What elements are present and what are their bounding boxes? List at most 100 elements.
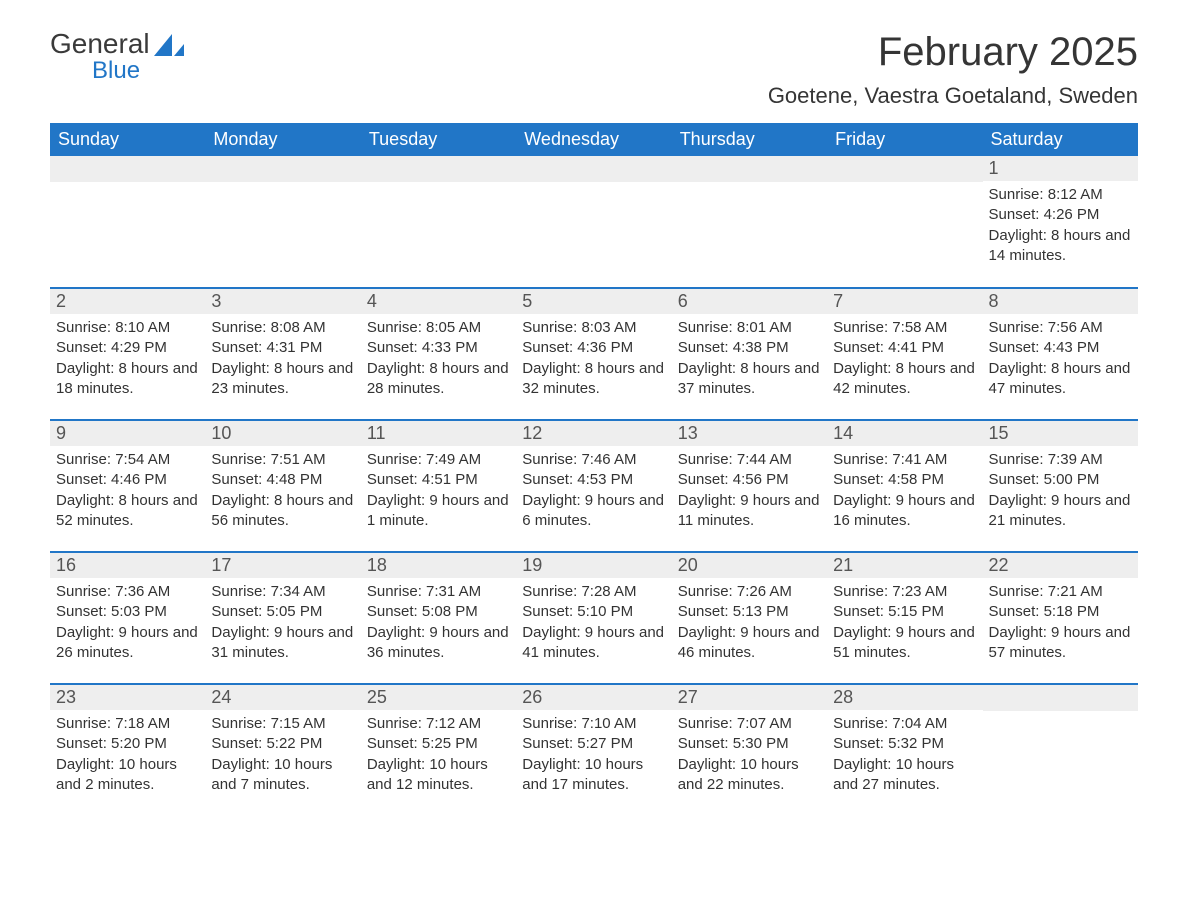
daylight-line: Daylight: 8 hours and 32 minutes. [522,359,665,400]
day-number: 8 [983,289,1138,314]
sunrise-line: Sunrise: 7:56 AM [989,318,1132,338]
sunrise-line: Sunrise: 8:08 AM [211,318,354,338]
day-body: Sunrise: 7:41 AMSunset: 4:58 PMDaylight:… [827,446,982,539]
calendar-cell: 19Sunrise: 7:28 AMSunset: 5:10 PMDayligh… [516,552,671,684]
calendar-week: 1Sunrise: 8:12 AMSunset: 4:26 PMDaylight… [50,156,1138,288]
sunrise-line: Sunrise: 8:12 AM [989,185,1132,205]
day-number: 21 [827,553,982,578]
daylight-line: Daylight: 9 hours and 26 minutes. [56,623,199,664]
sunrise-line: Sunrise: 7:31 AM [367,582,510,602]
sunset-line: Sunset: 4:43 PM [989,338,1132,358]
daylight-line: Daylight: 8 hours and 47 minutes. [989,359,1132,400]
day-header: Wednesday [516,123,671,156]
logo: General Blue [50,30,184,85]
daylight-line: Daylight: 8 hours and 28 minutes. [367,359,510,400]
sunset-line: Sunset: 4:38 PM [678,338,821,358]
calendar-cell: 13Sunrise: 7:44 AMSunset: 4:56 PMDayligh… [672,420,827,552]
daylight-line: Daylight: 9 hours and 41 minutes. [522,623,665,664]
sunrise-line: Sunrise: 7:46 AM [522,450,665,470]
daylight-line: Daylight: 9 hours and 57 minutes. [989,623,1132,664]
calendar-cell [827,156,982,288]
day-body: Sunrise: 7:28 AMSunset: 5:10 PMDaylight:… [516,578,671,671]
daylight-line: Daylight: 8 hours and 52 minutes. [56,491,199,532]
calendar-cell: 9Sunrise: 7:54 AMSunset: 4:46 PMDaylight… [50,420,205,552]
day-body: Sunrise: 7:23 AMSunset: 5:15 PMDaylight:… [827,578,982,671]
day-number: 13 [672,421,827,446]
day-body: Sunrise: 8:10 AMSunset: 4:29 PMDaylight:… [50,314,205,407]
sunrise-line: Sunrise: 7:18 AM [56,714,199,734]
calendar-cell: 3Sunrise: 8:08 AMSunset: 4:31 PMDaylight… [205,288,360,420]
sunset-line: Sunset: 4:29 PM [56,338,199,358]
sunrise-line: Sunrise: 7:51 AM [211,450,354,470]
calendar-cell [516,156,671,288]
calendar-cell: 10Sunrise: 7:51 AMSunset: 4:48 PMDayligh… [205,420,360,552]
calendar-table: SundayMondayTuesdayWednesdayThursdayFrid… [50,123,1138,816]
sunset-line: Sunset: 5:05 PM [211,602,354,622]
sunset-line: Sunset: 5:00 PM [989,470,1132,490]
day-header: Monday [205,123,360,156]
sunset-line: Sunset: 5:30 PM [678,734,821,754]
daylight-line: Daylight: 8 hours and 56 minutes. [211,491,354,532]
calendar-cell: 20Sunrise: 7:26 AMSunset: 5:13 PMDayligh… [672,552,827,684]
day-number: 14 [827,421,982,446]
sunset-line: Sunset: 4:56 PM [678,470,821,490]
sunrise-line: Sunrise: 7:39 AM [989,450,1132,470]
sunset-line: Sunset: 5:13 PM [678,602,821,622]
location: Goetene, Vaestra Goetaland, Sweden [768,83,1138,109]
sunrise-line: Sunrise: 7:07 AM [678,714,821,734]
daylight-line: Daylight: 8 hours and 18 minutes. [56,359,199,400]
calendar-cell: 18Sunrise: 7:31 AMSunset: 5:08 PMDayligh… [361,552,516,684]
day-body: Sunrise: 8:01 AMSunset: 4:38 PMDaylight:… [672,314,827,407]
daylight-line: Daylight: 8 hours and 14 minutes. [989,226,1132,267]
day-body: Sunrise: 7:39 AMSunset: 5:00 PMDaylight:… [983,446,1138,539]
daylight-line: Daylight: 10 hours and 17 minutes. [522,755,665,796]
sunset-line: Sunset: 4:33 PM [367,338,510,358]
day-number: 23 [50,685,205,710]
day-number: 19 [516,553,671,578]
sunset-line: Sunset: 5:18 PM [989,602,1132,622]
day-number: 22 [983,553,1138,578]
day-header: Friday [827,123,982,156]
day-number: 18 [361,553,516,578]
day-number: 24 [205,685,360,710]
sunset-line: Sunset: 4:53 PM [522,470,665,490]
day-body: Sunrise: 8:05 AMSunset: 4:33 PMDaylight:… [361,314,516,407]
day-body: Sunrise: 7:21 AMSunset: 5:18 PMDaylight:… [983,578,1138,671]
daylight-line: Daylight: 8 hours and 42 minutes. [833,359,976,400]
sunset-line: Sunset: 4:36 PM [522,338,665,358]
calendar-cell [205,156,360,288]
header: General Blue February 2025 Goetene, Vaes… [50,30,1138,109]
day-number: 20 [672,553,827,578]
sunset-line: Sunset: 5:25 PM [367,734,510,754]
day-body: Sunrise: 7:58 AMSunset: 4:41 PMDaylight:… [827,314,982,407]
calendar-cell: 23Sunrise: 7:18 AMSunset: 5:20 PMDayligh… [50,684,205,816]
day-header: Tuesday [361,123,516,156]
calendar-cell: 17Sunrise: 7:34 AMSunset: 5:05 PMDayligh… [205,552,360,684]
month-title: February 2025 [768,30,1138,75]
day-body: Sunrise: 7:04 AMSunset: 5:32 PMDaylight:… [827,710,982,803]
sunset-line: Sunset: 4:26 PM [989,205,1132,225]
day-body: Sunrise: 7:07 AMSunset: 5:30 PMDaylight:… [672,710,827,803]
day-number: 26 [516,685,671,710]
sunrise-line: Sunrise: 7:04 AM [833,714,976,734]
day-number: 12 [516,421,671,446]
calendar-cell: 15Sunrise: 7:39 AMSunset: 5:00 PMDayligh… [983,420,1138,552]
calendar-cell: 21Sunrise: 7:23 AMSunset: 5:15 PMDayligh… [827,552,982,684]
day-body: Sunrise: 7:15 AMSunset: 5:22 PMDaylight:… [205,710,360,803]
day-number: 3 [205,289,360,314]
daylight-line: Daylight: 10 hours and 27 minutes. [833,755,976,796]
sunrise-line: Sunrise: 7:12 AM [367,714,510,734]
day-number: 4 [361,289,516,314]
daylight-line: Daylight: 8 hours and 37 minutes. [678,359,821,400]
calendar-cell: 7Sunrise: 7:58 AMSunset: 4:41 PMDaylight… [827,288,982,420]
daylight-line: Daylight: 9 hours and 36 minutes. [367,623,510,664]
day-number: 2 [50,289,205,314]
daylight-line: Daylight: 9 hours and 31 minutes. [211,623,354,664]
daylight-line: Daylight: 9 hours and 46 minutes. [678,623,821,664]
day-body: Sunrise: 7:10 AMSunset: 5:27 PMDaylight:… [516,710,671,803]
calendar-cell: 27Sunrise: 7:07 AMSunset: 5:30 PMDayligh… [672,684,827,816]
day-number: 16 [50,553,205,578]
logo-word-general: General [50,28,150,59]
sunrise-line: Sunrise: 7:34 AM [211,582,354,602]
calendar-cell [361,156,516,288]
